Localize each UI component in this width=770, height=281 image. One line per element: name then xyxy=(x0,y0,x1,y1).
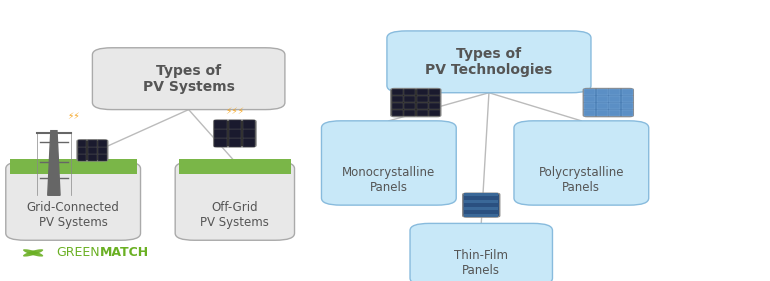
Bar xyxy=(609,89,620,95)
Bar xyxy=(584,110,595,116)
Bar xyxy=(429,110,440,116)
Bar xyxy=(243,129,255,138)
FancyBboxPatch shape xyxy=(322,121,456,205)
Bar xyxy=(597,89,608,95)
Text: Polycrystalline
Panels: Polycrystalline Panels xyxy=(538,166,624,194)
Polygon shape xyxy=(48,131,60,195)
Bar xyxy=(214,120,227,129)
Text: Monocrystalline
Panels: Monocrystalline Panels xyxy=(342,166,436,194)
Bar xyxy=(621,103,632,109)
Bar xyxy=(464,214,498,217)
Bar xyxy=(214,129,227,138)
Bar xyxy=(99,147,107,153)
Bar xyxy=(214,138,227,147)
Bar xyxy=(597,103,608,109)
Circle shape xyxy=(31,252,35,254)
Bar xyxy=(621,110,632,116)
Bar xyxy=(229,120,241,129)
Bar xyxy=(78,147,86,153)
Text: Types of
PV Systems: Types of PV Systems xyxy=(142,64,235,94)
Bar xyxy=(88,147,97,153)
FancyBboxPatch shape xyxy=(391,89,440,117)
Bar xyxy=(621,89,632,95)
Text: ⚡⚡: ⚡⚡ xyxy=(67,112,79,121)
Bar xyxy=(392,96,403,102)
Bar xyxy=(417,110,427,116)
Bar xyxy=(78,140,86,147)
Bar xyxy=(609,103,620,109)
Text: Grid-Connected
PV Systems: Grid-Connected PV Systems xyxy=(27,201,119,229)
Bar xyxy=(10,159,137,174)
Bar xyxy=(464,203,498,207)
Bar xyxy=(464,207,498,210)
FancyBboxPatch shape xyxy=(213,120,256,147)
Bar xyxy=(88,140,97,147)
Bar xyxy=(99,140,107,147)
Text: Types of
PV Technologies: Types of PV Technologies xyxy=(425,47,553,77)
FancyBboxPatch shape xyxy=(463,193,500,217)
Bar xyxy=(179,159,290,174)
FancyBboxPatch shape xyxy=(92,48,285,110)
Bar xyxy=(392,103,403,109)
Bar xyxy=(392,110,403,116)
Bar xyxy=(404,103,415,109)
Text: Off-Grid
PV Systems: Off-Grid PV Systems xyxy=(200,201,270,229)
Bar xyxy=(597,96,608,102)
Text: Thin-Film
Panels: Thin-Film Panels xyxy=(454,249,508,277)
Bar xyxy=(404,89,415,95)
Bar xyxy=(99,154,107,161)
Bar xyxy=(429,89,440,95)
Bar xyxy=(243,120,255,129)
Bar xyxy=(464,210,498,213)
Bar xyxy=(584,103,595,109)
Bar xyxy=(417,89,427,95)
Bar xyxy=(229,129,241,138)
FancyBboxPatch shape xyxy=(387,31,591,93)
Bar xyxy=(609,96,620,102)
Text: GREEN: GREEN xyxy=(56,246,100,259)
Bar xyxy=(392,89,403,95)
Bar xyxy=(417,103,427,109)
Bar xyxy=(429,103,440,109)
FancyBboxPatch shape xyxy=(584,89,633,117)
Bar xyxy=(417,96,427,102)
Text: ⚡⚡⚡: ⚡⚡⚡ xyxy=(226,106,244,115)
FancyBboxPatch shape xyxy=(6,162,140,240)
Bar xyxy=(584,89,595,95)
FancyBboxPatch shape xyxy=(77,140,108,161)
FancyBboxPatch shape xyxy=(175,162,294,240)
Ellipse shape xyxy=(23,249,43,257)
Bar xyxy=(404,96,415,102)
Bar xyxy=(78,154,86,161)
Bar xyxy=(464,193,498,196)
Bar xyxy=(88,154,97,161)
Bar xyxy=(243,138,255,147)
Bar xyxy=(584,96,595,102)
Bar xyxy=(464,200,498,203)
Bar xyxy=(464,197,498,200)
Bar xyxy=(404,110,415,116)
Bar xyxy=(229,138,241,147)
FancyBboxPatch shape xyxy=(514,121,648,205)
Text: MATCH: MATCH xyxy=(100,246,149,259)
Ellipse shape xyxy=(23,249,43,257)
Bar xyxy=(429,96,440,102)
Bar xyxy=(597,110,608,116)
Bar xyxy=(621,96,632,102)
Bar xyxy=(609,110,620,116)
FancyBboxPatch shape xyxy=(410,223,553,281)
